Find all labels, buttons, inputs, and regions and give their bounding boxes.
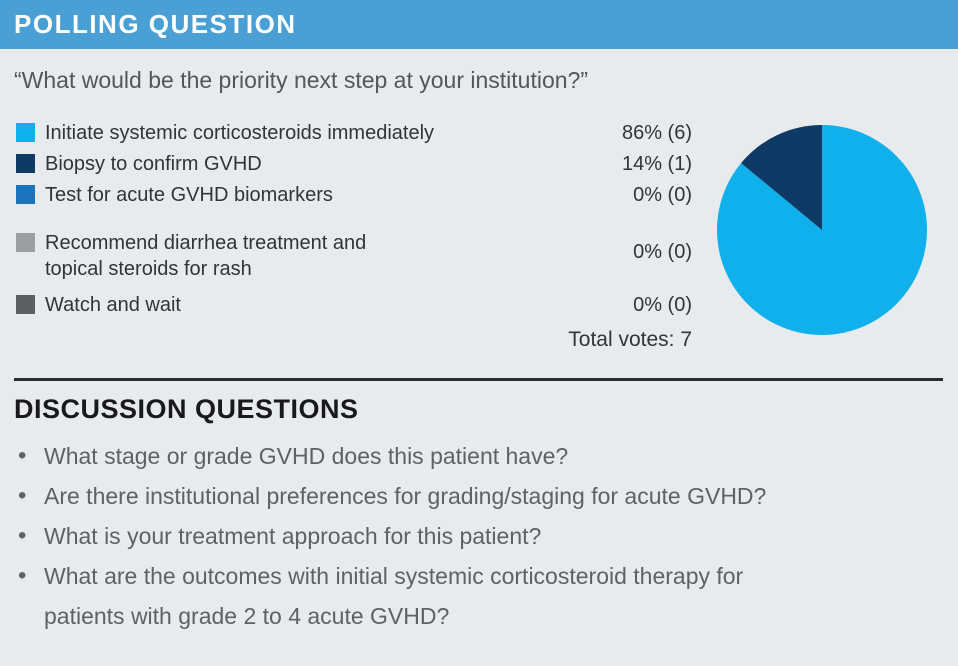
poll-pie-chart: [717, 125, 928, 335]
legend-swatch-gray: [16, 233, 35, 252]
section-divider: [14, 378, 943, 381]
poll-option-label: Watch and wait: [45, 294, 181, 316]
legend-swatch-navy: [16, 154, 35, 173]
total-votes: Total votes: 7: [568, 328, 692, 351]
pie-slice: [741, 125, 822, 230]
pie-slice: [717, 125, 928, 335]
poll-option-label: Recommend diarrhea treatment and topical…: [45, 232, 367, 280]
poll-option-label: Test for acute GVHD biomarkers: [45, 184, 333, 206]
discussion-question-item: What is your treatment approach for this…: [16, 516, 920, 556]
poll-question-text: “What would be the priority next step at…: [14, 67, 589, 93]
poll-result-value: 0% (0): [633, 294, 692, 316]
page-title: POLLING QUESTION: [14, 9, 297, 39]
poll-result-value: 0% (0): [633, 241, 692, 263]
poll-result-value: 86% (6): [621, 122, 692, 144]
legend-swatch-blue: [16, 185, 35, 204]
poll-option-row: Watch and wait: [16, 292, 181, 318]
pie-chart-svg: [717, 125, 928, 335]
poll-option-row: Recommend diarrhea treatment and topical…: [16, 230, 366, 282]
poll-option-row: Test for acute GVHD biomarkers: [16, 182, 333, 208]
discussion-question-item: What are the outcomes with initial syste…: [16, 556, 920, 636]
discussion-question-item: What stage or grade GVHD does this patie…: [16, 436, 920, 476]
legend-swatch-darkgray: [16, 295, 35, 314]
poll-result-value: 0% (0): [633, 184, 692, 206]
header-bar: POLLING QUESTION: [0, 0, 958, 49]
poll-option-label: Initiate systemic corticosteroids immedi…: [45, 122, 435, 144]
poll-result-value: 14% (1): [621, 153, 692, 175]
discussion-title: DISCUSSION QUESTIONS: [14, 394, 359, 424]
discussion-question-list: What stage or grade GVHD does this patie…: [16, 436, 920, 636]
legend-swatch-cyan: [16, 123, 35, 142]
poll-option-row: Initiate systemic corticosteroids immedi…: [16, 120, 434, 146]
poll-option-label: Biopsy to confirm GVHD: [45, 153, 262, 175]
poll-option-row: Biopsy to confirm GVHD: [16, 151, 262, 177]
discussion-question-item: Are there institutional preferences for …: [16, 476, 920, 516]
